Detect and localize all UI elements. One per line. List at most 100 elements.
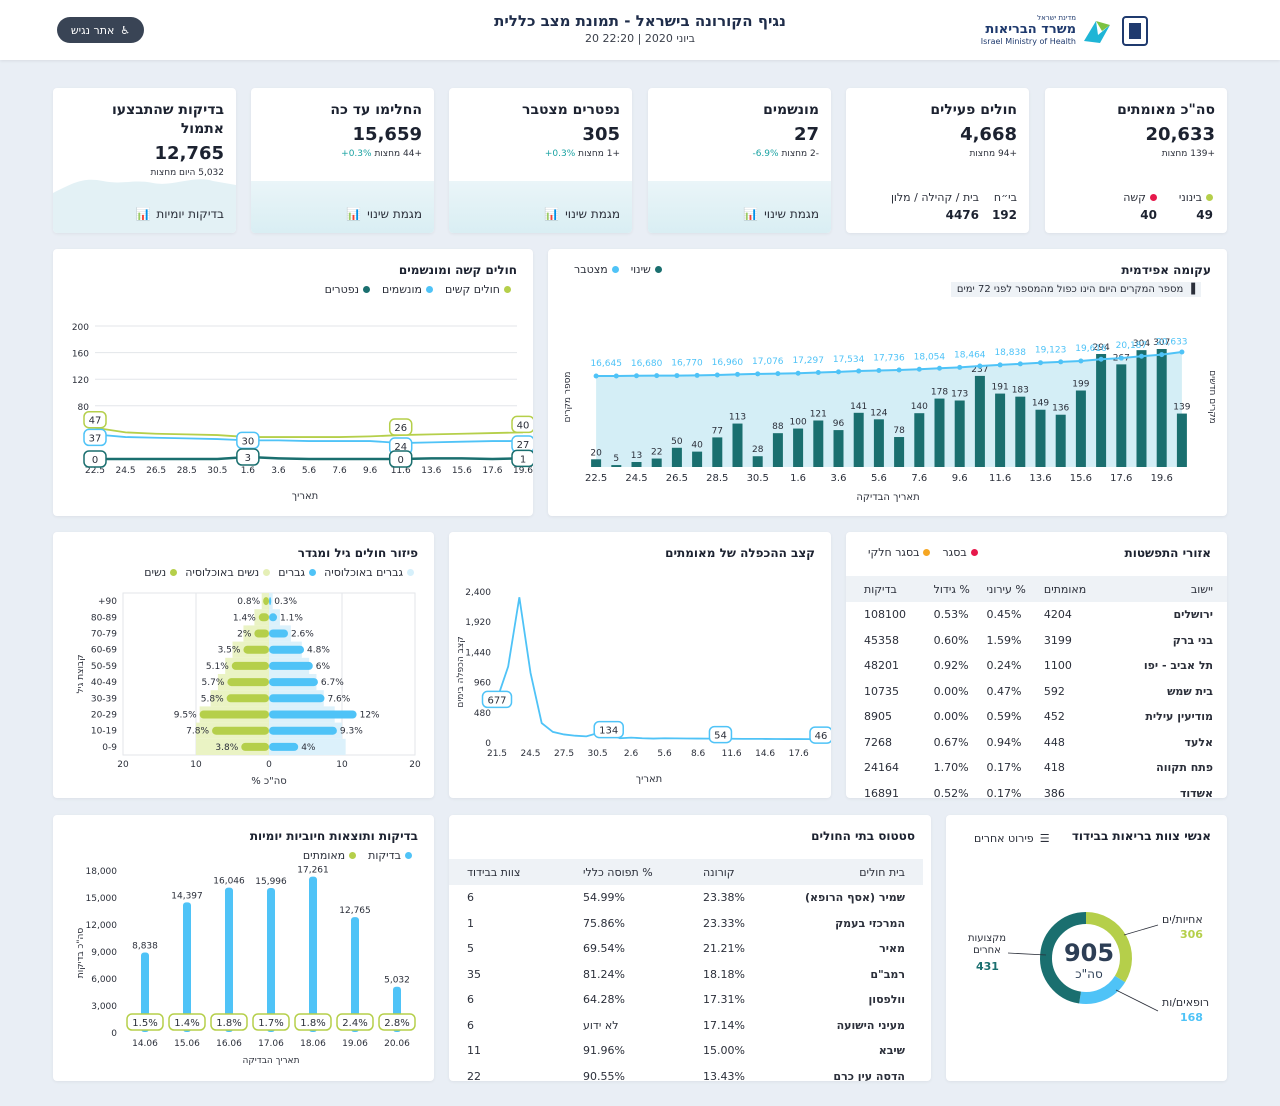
legend-deceased[interactable]: נפטרים (325, 283, 371, 296)
bar-label: 50 (671, 437, 683, 447)
x-tick-label: 11.6 (989, 473, 1011, 484)
col-staff[interactable]: צוות בבידוד (449, 859, 583, 885)
bar (631, 462, 642, 467)
table-row[interactable]: הדסה עין כרם 13.43% 90.55% 22 (449, 1064, 923, 1081)
table-row[interactable]: בני ברק 3199 1.59% 0.60% 45358 (846, 628, 1227, 654)
col-confirmed[interactable]: מאומתים (1043, 576, 1106, 602)
legend-label: נשים (144, 566, 167, 579)
data-label: 46 (815, 731, 828, 742)
moderate-dot-icon (1206, 194, 1213, 201)
page-title: נגיף הקורונה בישראל - תמונת מצב כללית (494, 12, 786, 30)
table-row[interactable]: שיבא 15.00% 91.96% 11 (449, 1038, 923, 1064)
y-tick-label: 6,000 (91, 975, 117, 985)
table-row[interactable]: אלעד 448 0.94% 0.67% 7268 (846, 730, 1227, 756)
cumulative-point (876, 367, 882, 373)
col-hospital[interactable]: בית חולים (793, 859, 923, 885)
men-bar (269, 678, 318, 687)
legend-men[interactable]: גברים (278, 566, 317, 579)
col-corona[interactable]: קורונה (703, 859, 793, 885)
y-tick-label: 480 (474, 709, 491, 719)
bar (914, 413, 925, 467)
epi-curve-card: עקומה אפידמית שינוי מצטבר ▐ מספר המקרים ה… (548, 249, 1227, 516)
legend-ventilated[interactable]: מונשמים (382, 283, 433, 296)
accessibility-button[interactable]: אתר נגיש ♿ (57, 17, 144, 43)
bar (1156, 348, 1167, 467)
women-pop-bar (196, 738, 269, 755)
men-bar (269, 726, 337, 735)
bar (873, 419, 884, 467)
col-town[interactable]: יישוב (1105, 576, 1227, 602)
x-tick-label: 17.6 (482, 466, 502, 476)
x-tick-label: 0 (266, 760, 272, 770)
x-tick-label: 14.6 (755, 749, 775, 759)
bar-label: 140 (911, 402, 928, 412)
legend-cumulative[interactable]: מצטבר (574, 263, 619, 276)
col-growth[interactable]: % גידול (933, 576, 987, 602)
legend-lockdown[interactable]: בסגר (942, 546, 978, 559)
table-row[interactable]: אשדוד 386 0.17% 0.52% 16891 (846, 781, 1227, 798)
table-cell: המרכזי בעמק (835, 916, 905, 930)
data-label: 26 (394, 423, 407, 434)
y-tick-label: 0 (485, 739, 491, 749)
trend-button[interactable]: מגמת שינוי 📊 (544, 207, 620, 221)
chart-legend: בדיקות מאומתים (303, 849, 412, 862)
bar (793, 428, 804, 467)
legend-men-pop[interactable]: גברים באוכלוסיה (324, 566, 414, 579)
table-cell: 0.59% (986, 710, 1022, 724)
data-label: 1.4% (174, 1018, 199, 1029)
legend-partial[interactable]: בסגר חלקי (868, 546, 931, 559)
legend-confirmed[interactable]: מאומתים (303, 849, 357, 862)
cumulative-label: 18,464 (954, 350, 986, 360)
table-row[interactable]: בית שמש 592 0.47% 0.00% 10735 (846, 679, 1227, 705)
x-tick-label: 30.5 (207, 466, 227, 476)
women-value: 0.8% (237, 597, 260, 607)
data-label-box (708, 725, 733, 744)
kpi-value: 12,765 (154, 143, 224, 164)
col-tests[interactable]: בדיקות (846, 576, 934, 602)
x-tick-label: 18.06 (300, 1039, 326, 1049)
age-group-label: 40-49 (91, 678, 117, 688)
table-row[interactable]: שמיר (אסף הרופא) 23.38% 54.99% 6 (449, 885, 923, 911)
daily-tests-button[interactable]: בדיקות יומיות 📊 (135, 207, 224, 221)
legend-severe[interactable]: חולים קשים (445, 283, 511, 296)
legend-label: בסגר חלקי (868, 546, 920, 559)
legend-women[interactable]: נשים (144, 566, 178, 579)
x-tick-label: 8.6 (691, 749, 706, 759)
table-row[interactable]: מאיר 21.21% 69.54% 5 (449, 936, 923, 962)
bar-label: 13 (631, 451, 642, 461)
tests-bar (141, 952, 149, 1032)
x-tick-label: 20 (117, 760, 129, 770)
trend-button[interactable]: מגמת שינוי 📊 (743, 207, 819, 221)
col-occupancy[interactable]: % תפוסה כללי (583, 859, 703, 885)
table-row[interactable]: מודיעין עילית 452 0.59% 0.00% 8905 (846, 704, 1227, 730)
table-row[interactable]: ירושלים 4204 0.45% 0.53% 108100 (846, 602, 1227, 628)
table-row[interactable]: תל אביב - יפו 1100 0.24% 0.92% 48201 (846, 653, 1227, 679)
donut-slice (1040, 912, 1087, 1004)
table-cell: וולפסון (868, 993, 905, 1007)
y-tick-label: 2,400 (465, 588, 491, 598)
cumulative-point (977, 363, 983, 369)
table-row[interactable]: פתח תקווה 418 0.17% 1.70% 24164 (846, 755, 1227, 781)
table-cell: רמב"ם (870, 967, 905, 981)
col-urban[interactable]: % עירוני (986, 576, 1044, 602)
cumulative-point (1098, 356, 1104, 362)
age-group-label: 50-59 (91, 662, 117, 672)
table-cell: 418 (1043, 761, 1065, 775)
legend-tests[interactable]: בדיקות (368, 849, 412, 862)
legend-change[interactable]: שינוי (631, 263, 662, 276)
legend-label: חולים קשים (444, 283, 500, 296)
ventilated-line (94, 433, 523, 444)
trend-button[interactable]: מגמת שינוי 📊 (346, 207, 422, 221)
table-row[interactable]: מעיני הישועה 17.14% לא ידוע 6 (449, 1013, 923, 1039)
legend-women-pop[interactable]: נשים באוכלוסיה (185, 566, 271, 579)
table-row[interactable]: המרכזי בעמק 23.33% 75.86% 1 (449, 911, 923, 937)
table-cell: אלעד (1184, 735, 1213, 749)
table-cell: 90.55% (583, 1069, 625, 1081)
table-row[interactable]: וולפסון 17.31% 64.28% 6 (449, 987, 923, 1013)
y-axis-label: קצב הכפלה בימים (456, 636, 466, 707)
details-button[interactable]: ☰ פירוט אחרים (974, 832, 1050, 845)
kpi-deceased: נפטרים מצטבר 305 +1 מחצות +0.3% מגמת שינ… (449, 88, 632, 233)
table-row[interactable]: רמב"ם 18.18% 81.24% 35 (449, 962, 923, 988)
cumulative-label: 17,076 (752, 357, 784, 367)
cumulative-label: 17,736 (873, 353, 905, 363)
